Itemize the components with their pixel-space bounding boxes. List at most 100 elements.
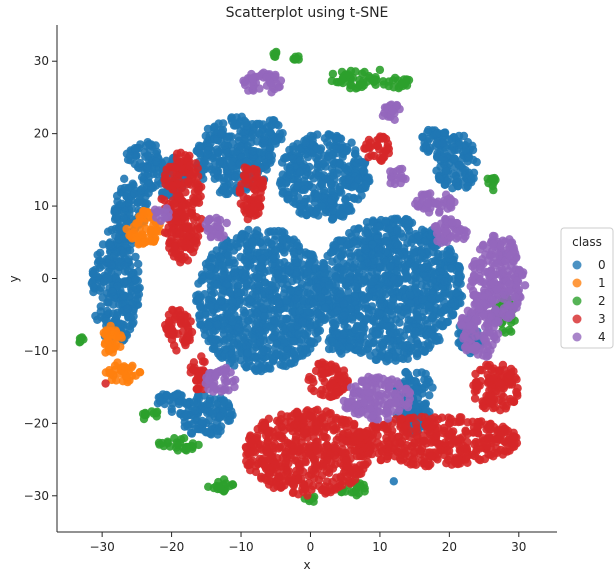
- data-point: [313, 192, 323, 201]
- class-0-cluster: [313, 214, 467, 366]
- data-point: [454, 182, 463, 191]
- class-0-cluster: [254, 116, 287, 152]
- data-point: [133, 294, 142, 303]
- data-point: [342, 456, 351, 465]
- data-point: [336, 289, 345, 299]
- data-point: [103, 306, 112, 316]
- data-point: [424, 302, 434, 311]
- data-point: [245, 295, 254, 304]
- data-point: [324, 151, 333, 160]
- data-point: [294, 287, 303, 296]
- data-point: [226, 186, 235, 195]
- data-point: [277, 177, 286, 187]
- data-point: [368, 277, 378, 286]
- data-point: [260, 312, 269, 321]
- data-point: [108, 287, 117, 296]
- data-point: [262, 447, 272, 457]
- data-point: [318, 432, 327, 441]
- data-point: [248, 120, 257, 129]
- data-point: [456, 417, 465, 426]
- data-point: [95, 263, 105, 272]
- data-point: [360, 324, 369, 333]
- data-point: [372, 136, 382, 145]
- data-point: [343, 282, 352, 291]
- data-point: [360, 244, 370, 254]
- data-point: [306, 344, 315, 353]
- data-point: [379, 77, 388, 86]
- data-point: [225, 416, 234, 425]
- data-point: [159, 441, 168, 451]
- data-point: [248, 205, 257, 214]
- data-point: [313, 130, 322, 139]
- data-point: [264, 428, 273, 437]
- data-point: [293, 181, 302, 190]
- data-point: [220, 141, 229, 150]
- data-point: [242, 200, 251, 209]
- data-point: [309, 298, 318, 307]
- data-point: [261, 463, 270, 472]
- data-point: [320, 315, 329, 325]
- data-point: [276, 432, 286, 441]
- data-point: [239, 171, 249, 180]
- data-point: [205, 270, 214, 279]
- data-point: [389, 275, 399, 284]
- data-point: [270, 227, 279, 236]
- data-point: [437, 413, 447, 422]
- data-point: [248, 238, 257, 247]
- data-point: [467, 174, 476, 184]
- data-point: [440, 305, 450, 315]
- data-point: [300, 185, 309, 195]
- data-point: [445, 249, 454, 259]
- data-point: [319, 413, 328, 422]
- data-point: [431, 318, 440, 327]
- data-point: [380, 152, 389, 162]
- data-point: [165, 243, 174, 253]
- data-point: [343, 428, 353, 438]
- data-point: [403, 215, 413, 225]
- data-point: [190, 187, 200, 197]
- data-point: [195, 149, 204, 158]
- data-point: [463, 182, 472, 191]
- data-point: [264, 286, 273, 295]
- data-point: [343, 437, 352, 446]
- data-point: [319, 258, 328, 268]
- class-2-cluster: [138, 407, 162, 424]
- data-point: [273, 309, 283, 318]
- data-point: [219, 182, 228, 192]
- data-point: [306, 131, 315, 141]
- data-point: [162, 391, 172, 400]
- data-point: [181, 188, 190, 197]
- data-point: [319, 460, 328, 469]
- data-point: [277, 423, 287, 432]
- data-point: [328, 257, 337, 266]
- data-point: [360, 67, 369, 77]
- data-point: [326, 180, 336, 189]
- data-point: [359, 295, 368, 304]
- data-point: [417, 225, 427, 234]
- data-point: [192, 225, 201, 234]
- data-point: [219, 241, 229, 251]
- data-point: [364, 173, 373, 182]
- data-point: [250, 185, 259, 194]
- data-point: [291, 419, 300, 429]
- data-point: [295, 168, 304, 177]
- data-point: [290, 255, 299, 264]
- data-point: [395, 292, 405, 302]
- data-point: [281, 457, 291, 467]
- data-point: [124, 255, 133, 264]
- data-point: [309, 174, 318, 183]
- data-point: [271, 478, 281, 487]
- data-point: [427, 257, 436, 267]
- data-point: [277, 443, 287, 452]
- data-point: [433, 291, 442, 301]
- data-point: [218, 261, 227, 270]
- data-point: [368, 240, 377, 250]
- data-point: [297, 279, 307, 289]
- data-point: [246, 167, 255, 177]
- data-point: [132, 219, 141, 228]
- data-point: [305, 258, 314, 267]
- data-point: [322, 467, 331, 476]
- data-point: [282, 296, 291, 305]
- data-point: [184, 176, 193, 186]
- data-point: [337, 236, 346, 246]
